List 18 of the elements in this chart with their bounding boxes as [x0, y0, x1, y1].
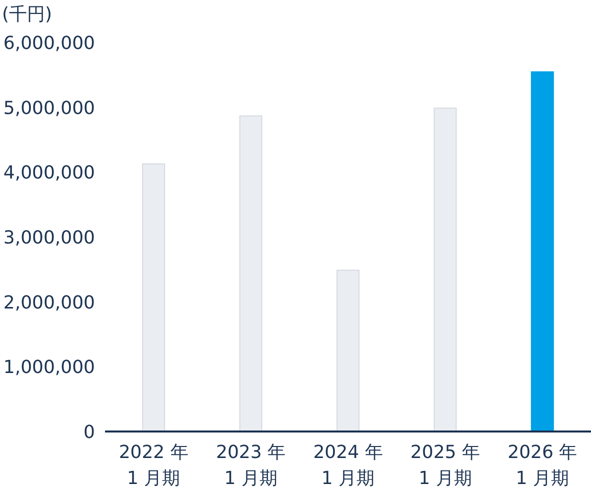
x-tick-label: 2026 年 1 月期 [508, 442, 578, 489]
y-tick-label: 3,000,000 [3, 228, 95, 248]
y-tick-label: 2,000,000 [3, 292, 95, 314]
y-tick-label: 6,000,000 [3, 33, 95, 54]
x-tick-label: 2025 年 1 月期 [410, 442, 480, 489]
y-axis-title: (千円) [2, 4, 52, 25]
bar [530, 71, 554, 432]
y-tick-label: 0 [84, 422, 95, 443]
y-tick-label: 4,000,000 [3, 162, 95, 184]
bar [434, 108, 457, 432]
y-tick-label: 1,000,000 [3, 357, 95, 378]
bar [336, 270, 360, 432]
bar [142, 163, 166, 432]
bar [239, 115, 262, 432]
x-tick-label: 2023 年 1 月期 [216, 442, 286, 489]
x-tick-label: 2022 年 1 月期 [118, 442, 188, 489]
y-tick-label: 5,000,000 [3, 98, 95, 119]
x-tick-label: 2024 年 1 月期 [313, 442, 383, 489]
